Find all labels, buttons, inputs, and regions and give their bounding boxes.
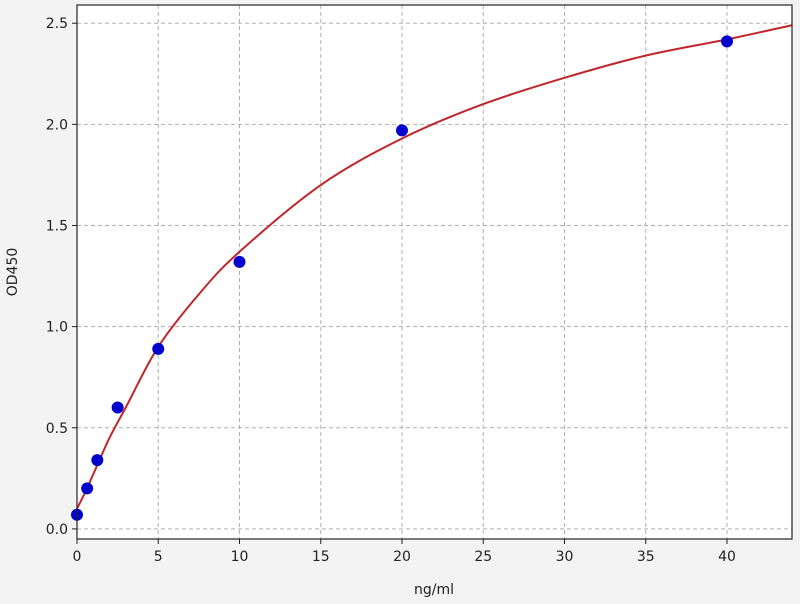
x-tick-label: 15 <box>312 549 330 565</box>
data-point <box>91 454 104 467</box>
fit-curve <box>76 24 793 510</box>
x-tick-label: 0 <box>73 549 82 565</box>
x-tick-label: 30 <box>556 549 574 565</box>
plot-frame <box>76 4 793 540</box>
data-point <box>152 342 165 355</box>
data-point <box>111 401 124 414</box>
y-tick-label: 2.5 <box>46 16 68 32</box>
y-tick-label: 1.5 <box>46 218 68 234</box>
x-tick-label: 10 <box>231 549 249 565</box>
data-point <box>396 124 408 137</box>
fit-curve-group <box>76 24 793 510</box>
x-tick-label: 20 <box>393 549 411 565</box>
plot-area <box>77 5 792 539</box>
y-tick-label: 1.0 <box>46 320 68 336</box>
x-axis: 0 5 10 15 20 25 30 35 40 <box>73 539 736 565</box>
y-tick-label: 2.0 <box>46 117 68 133</box>
x-tick-label: 35 <box>637 549 655 565</box>
grid <box>76 5 792 539</box>
data-points <box>71 35 733 521</box>
x-tick-label: 40 <box>718 549 736 565</box>
y-axis-label: OD450 <box>5 248 21 297</box>
x-axis-label: ng/ml <box>414 582 454 598</box>
data-point <box>81 482 94 495</box>
y-axis: 0.0 0.5 1.0 1.5 2.0 2.5 <box>46 16 77 538</box>
x-tick-label: 5 <box>154 549 163 565</box>
x-tick-label: 25 <box>474 549 492 565</box>
data-point <box>233 255 246 268</box>
y-tick-label: 0.5 <box>46 421 68 437</box>
data-point <box>721 35 733 48</box>
y-tick-label: 0.0 <box>46 522 68 538</box>
